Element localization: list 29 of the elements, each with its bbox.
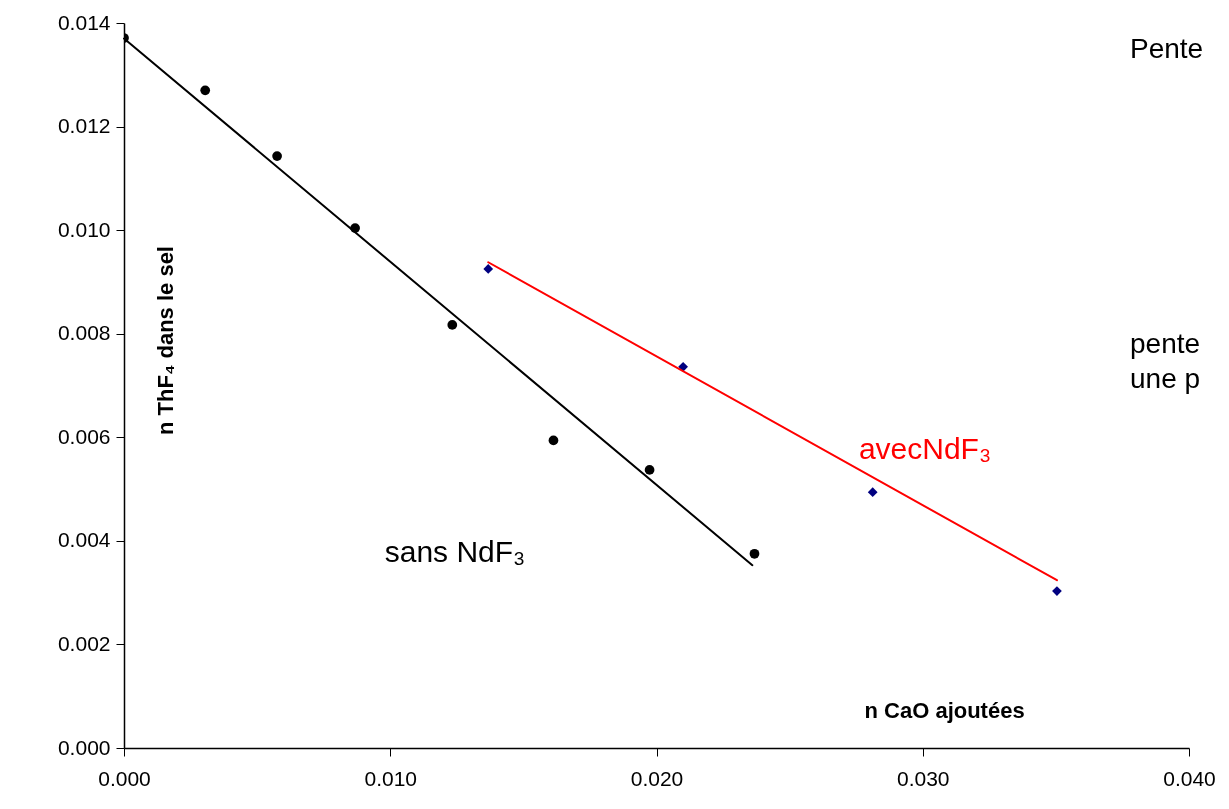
point <box>1052 586 1062 596</box>
point <box>200 85 211 96</box>
x-tick-label: 0.000 <box>98 766 151 790</box>
point <box>644 465 655 475</box>
point <box>483 264 494 274</box>
y-axis-title: n ThF₄ dans le sel <box>152 246 178 435</box>
x-tick-label: 0.020 <box>630 766 684 790</box>
y-tick-label: 0.010 <box>57 217 111 241</box>
x-axis-title: n CaO ajoutées <box>864 697 1025 723</box>
y-tick-label: 0.004 <box>57 528 111 552</box>
annotation: avecNdF₃ <box>858 432 992 465</box>
y-tick-label: 0.006 <box>57 424 111 448</box>
point <box>447 320 458 330</box>
annotation: une p <box>1130 363 1201 394</box>
annotation: sans NdF₃ <box>384 535 526 568</box>
annotation: pente <box>1130 328 1201 359</box>
point <box>272 151 282 161</box>
x-tick-label: 0.040 <box>1163 766 1216 790</box>
point <box>867 487 878 498</box>
y-tick-label: 0.000 <box>57 735 111 759</box>
point <box>548 435 559 446</box>
x-tick-label: 0.030 <box>896 766 950 790</box>
y-tick-label: 0.002 <box>57 631 111 655</box>
y-tick-label: 0.012 <box>57 114 111 138</box>
y-tick-label: 0.014 <box>57 10 111 34</box>
x-tick-label: 0.010 <box>364 766 418 790</box>
y-tick-label: 0.008 <box>57 321 111 345</box>
point <box>749 548 760 559</box>
annotation: Pente <box>1130 33 1204 64</box>
